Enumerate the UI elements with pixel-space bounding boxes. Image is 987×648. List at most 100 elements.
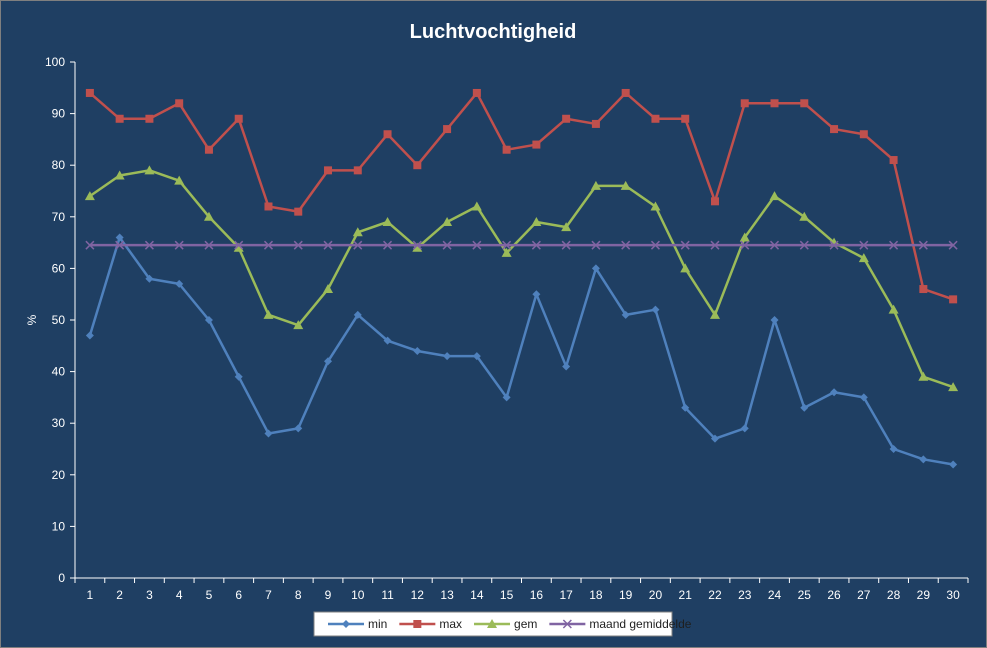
- data-point-maand-gemiddelde: [383, 240, 393, 250]
- data-point-max: [115, 114, 124, 123]
- data-point-gem: [709, 309, 720, 319]
- data-point-max: [770, 99, 779, 108]
- data-point-maand-gemiddelde: [710, 240, 720, 250]
- series-min: [85, 233, 958, 469]
- data-point-min: [830, 388, 839, 397]
- y-tick-label: 70: [52, 210, 66, 224]
- data-point-max: [85, 88, 94, 97]
- data-point-maand-gemiddelde: [323, 240, 333, 250]
- x-tick-label: 3: [146, 588, 153, 602]
- data-point-gem: [323, 284, 334, 294]
- legend-label: maand gemiddelde: [589, 617, 691, 631]
- legend-label: max: [439, 617, 462, 631]
- y-tick-label: 20: [52, 468, 66, 482]
- data-point-max: [175, 99, 184, 108]
- data-point-maand-gemiddelde: [412, 240, 422, 250]
- legend-label: gem: [514, 617, 537, 631]
- data-point-maand-gemiddelde: [799, 240, 809, 250]
- x-tick-label: 7: [265, 588, 272, 602]
- x-tick-label: 28: [887, 588, 901, 602]
- x-tick-label: 5: [206, 588, 213, 602]
- y-tick-label: 90: [52, 107, 66, 121]
- data-point-gem: [501, 247, 512, 257]
- data-point-maand-gemiddelde: [531, 240, 541, 250]
- series-maand-gemiddelde: [85, 240, 958, 250]
- data-point-min: [413, 346, 422, 355]
- data-point-min: [710, 434, 719, 443]
- data-point-gem: [203, 211, 214, 221]
- x-tick-label: 4: [176, 588, 183, 602]
- data-point-min: [502, 393, 511, 402]
- data-point-gem: [799, 211, 810, 221]
- x-tick-label: 26: [827, 588, 841, 602]
- data-point-max: [591, 119, 600, 128]
- series-max: [85, 88, 958, 304]
- data-point-gem: [590, 180, 601, 190]
- data-point-max: [621, 88, 630, 97]
- x-tick-label: 30: [946, 588, 960, 602]
- data-point-min: [681, 403, 690, 412]
- data-point-gem: [948, 382, 959, 392]
- data-point-min: [562, 362, 571, 371]
- x-tick-label: 23: [738, 588, 752, 602]
- data-point-maand-gemiddelde: [204, 240, 214, 250]
- data-point-maand-gemiddelde: [591, 240, 601, 250]
- x-tick-label: 20: [649, 588, 663, 602]
- y-tick-label: 30: [52, 416, 66, 430]
- data-point-gem: [918, 371, 929, 381]
- data-point-max: [681, 114, 690, 123]
- x-tick-label: 29: [917, 588, 931, 602]
- data-point-max: [651, 114, 660, 123]
- data-point-min: [919, 455, 928, 464]
- data-point-maand-gemiddelde: [889, 240, 899, 250]
- data-point-min: [532, 290, 541, 299]
- series-gem: [84, 165, 959, 392]
- data-point-maand-gemiddelde: [442, 240, 452, 250]
- data-point-maand-gemiddelde: [234, 240, 244, 250]
- data-point-min: [264, 429, 273, 438]
- legend-entry-maand-gemiddelde: maand gemiddelde: [549, 617, 692, 631]
- x-tick-label: 17: [559, 588, 573, 602]
- data-point-maand-gemiddelde: [829, 240, 839, 250]
- data-point-gem: [531, 216, 542, 226]
- data-point-min: [472, 352, 481, 361]
- x-tick-label: 14: [470, 588, 484, 602]
- x-tick-label: 8: [295, 588, 302, 602]
- data-point-max: [919, 285, 928, 294]
- legend-entry-min: min: [328, 617, 387, 631]
- data-point-maand-gemiddelde: [85, 240, 95, 250]
- data-point-min: [204, 316, 213, 324]
- data-point-min: [800, 403, 809, 412]
- data-point-gem: [561, 222, 572, 232]
- data-point-gem: [739, 232, 750, 242]
- y-axis-label: %: [25, 314, 39, 325]
- data-point-min: [443, 352, 452, 361]
- x-tick-label: 21: [679, 588, 693, 602]
- data-point-gem: [114, 170, 125, 180]
- x-tick-label: 9: [325, 588, 332, 602]
- legend-swatch-marker: [487, 619, 498, 628]
- x-tick-label: 16: [530, 588, 544, 602]
- data-point-gem: [471, 201, 482, 211]
- data-point-gem: [84, 191, 95, 201]
- x-axis-ticks: 1 2 3 4 5 6 7 8 9 10 11 12 13 14 15 16 17 18 19 20 21 22 23 24 2…: [74, 578, 969, 602]
- data-point-maand-gemiddelde: [561, 240, 571, 250]
- x-tick-label: 2: [116, 588, 123, 602]
- data-point-gem: [144, 165, 155, 175]
- data-point-maand-gemiddelde: [144, 240, 154, 250]
- x-tick-label: 12: [411, 588, 425, 602]
- data-point-max: [264, 202, 273, 211]
- series-line-max: [89, 91, 954, 301]
- y-tick-label: 100: [45, 55, 65, 69]
- y-tick-label: 0: [58, 571, 65, 585]
- x-tick-label: 27: [857, 588, 871, 602]
- data-point-max: [800, 99, 809, 108]
- data-point-gem: [293, 320, 304, 330]
- data-point-maand-gemiddelde: [353, 240, 363, 250]
- data-point-min: [651, 305, 660, 314]
- data-point-maand-gemiddelde: [859, 240, 869, 250]
- data-point-max: [562, 114, 571, 123]
- data-point-min: [353, 310, 362, 319]
- data-point-min: [115, 233, 124, 242]
